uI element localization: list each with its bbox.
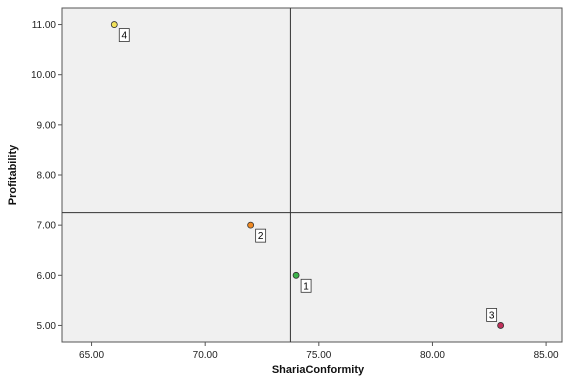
x-tick-label: 70.00 xyxy=(193,350,218,361)
plot-area xyxy=(61,7,563,343)
y-tick-label: 9.00 xyxy=(37,120,57,131)
x-tick-label: 80.00 xyxy=(420,350,445,361)
x-axis-label: ShariaConformity xyxy=(272,364,365,376)
point-label-box xyxy=(300,278,312,293)
y-tick-label: 5.00 xyxy=(37,321,57,332)
y-tick-label: 8.00 xyxy=(37,171,57,182)
reference-lines xyxy=(62,8,562,342)
point-label-box xyxy=(255,228,267,243)
data-point-4 xyxy=(110,21,118,28)
data-point-3 xyxy=(497,322,505,329)
y-tick-label: 7.00 xyxy=(37,221,57,232)
y-axis-label: Profitability xyxy=(7,144,19,205)
y-tick-label: 6.00 xyxy=(37,271,57,282)
point-label: 4 xyxy=(121,31,127,42)
data-point-1 xyxy=(292,271,300,279)
x-tick-label: 75.00 xyxy=(306,350,331,361)
point-label: 3 xyxy=(489,310,495,321)
y-tick-label: 10.00 xyxy=(31,70,56,81)
point-label-box xyxy=(486,308,498,322)
data-points: 1 2 3 4 xyxy=(110,21,505,329)
point-label: 2 xyxy=(258,231,264,242)
x-tick-label: 85.00 xyxy=(534,350,559,361)
x-tick-label: 65.00 xyxy=(79,350,104,361)
y-axis-ticks: 5.00 6.00 7.00 8.00 9.00 10.00 11.00 xyxy=(31,20,62,332)
x-axis-ticks: 65.00 70.00 75.00 80.00 85.00 xyxy=(79,342,559,361)
point-label-box xyxy=(118,28,130,42)
y-tick-label: 11.00 xyxy=(32,20,57,31)
point-label: 1 xyxy=(303,281,309,292)
data-point-2 xyxy=(247,221,255,229)
